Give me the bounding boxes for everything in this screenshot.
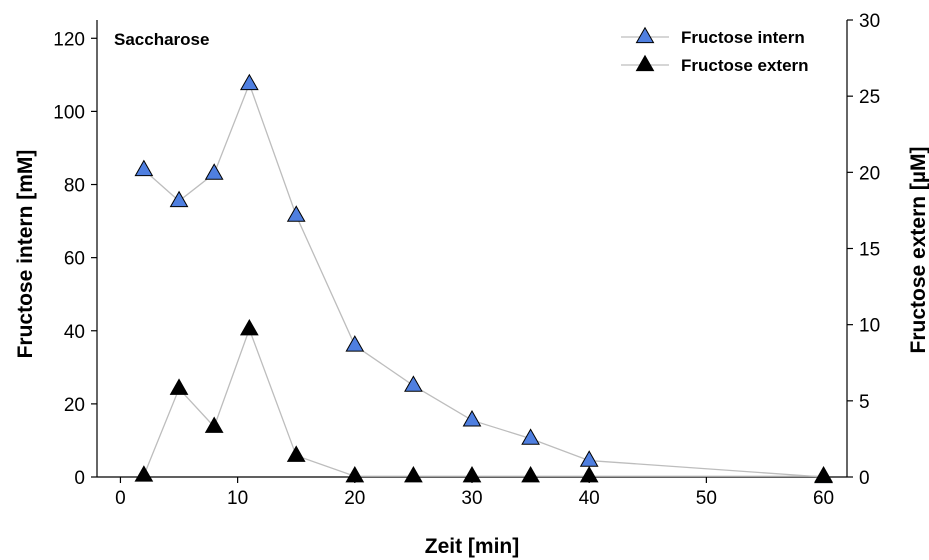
y-left-tick-label: 120 [53, 29, 85, 50]
series-layer [134, 73, 833, 484]
data-point-fructose-extern [404, 465, 423, 483]
data-point-fructose-extern [521, 465, 540, 483]
data-point-fructose-intern [204, 163, 224, 180]
x-tick-label: 40 [579, 488, 600, 509]
y-axis-right-title: Fructose extern [µM] [907, 147, 929, 354]
data-point-fructose-extern [579, 465, 599, 483]
data-point-fructose-intern [134, 159, 154, 177]
legend-label-fructose-intern: Fructose intern [681, 28, 805, 47]
x-tick-label: 10 [227, 488, 248, 509]
y-right-tick-label: 10 [859, 316, 880, 337]
y-left-tick-label: 0 [74, 468, 85, 489]
y-right-tick-label: 5 [859, 392, 870, 413]
data-point-fructose-extern [286, 445, 306, 462]
data-point-fructose-extern [239, 318, 259, 336]
data-point-fructose-intern [404, 375, 423, 392]
y-right-tick-label: 0 [859, 468, 870, 489]
data-point-fructose-extern [204, 416, 224, 433]
data-point-fructose-intern [462, 410, 482, 427]
y-right-tick-label: 15 [859, 240, 880, 261]
data-point-fructose-intern [239, 73, 259, 91]
legend: Fructose intern Fructose extern [621, 26, 809, 75]
data-point-fructose-extern [169, 378, 189, 395]
x-tick-label: 20 [344, 488, 365, 509]
legend-label-fructose-extern: Fructose extern [681, 56, 809, 75]
y-left-tick-label: 80 [64, 176, 85, 197]
data-point-fructose-intern [169, 190, 189, 208]
x-tick-label: 50 [696, 488, 717, 509]
y-right-tick-label: 20 [859, 163, 880, 184]
x-tick-label: 0 [115, 488, 126, 509]
legend-marker-fructose-extern [635, 54, 655, 72]
chart-annotation: Saccharose [114, 30, 209, 49]
data-point-fructose-intern [345, 335, 365, 352]
y-right-tick-label: 30 [859, 11, 880, 32]
x-tick-label: 30 [461, 488, 482, 509]
data-point-fructose-extern [462, 465, 482, 483]
y-left-tick-label: 100 [53, 102, 85, 123]
axes: 0 10 20 30 40 50 60 0 20 40 60 80 100 120 0 5 10 15 20 25 30 [53, 11, 880, 509]
y-left-tick-label: 60 [64, 249, 85, 270]
data-point-fructose-extern [134, 465, 154, 482]
data-point-fructose-intern [521, 428, 540, 445]
data-point-fructose-intern [286, 205, 306, 222]
x-tick-label: 60 [813, 488, 834, 509]
x-axis-title: Zeit [min] [425, 535, 520, 558]
series-line-fructose-intern [143, 82, 824, 478]
y-left-tick-label: 40 [64, 322, 85, 343]
y-right-tick-label: 25 [859, 87, 880, 108]
series-line-fructose-extern [143, 327, 824, 477]
legend-marker-fructose-intern [635, 26, 655, 44]
y-axis-left-title: Fructose intern [mM] [14, 150, 37, 359]
y-left-tick-label: 20 [64, 395, 85, 416]
data-point-fructose-extern [814, 465, 833, 483]
data-point-fructose-extern [345, 465, 365, 483]
